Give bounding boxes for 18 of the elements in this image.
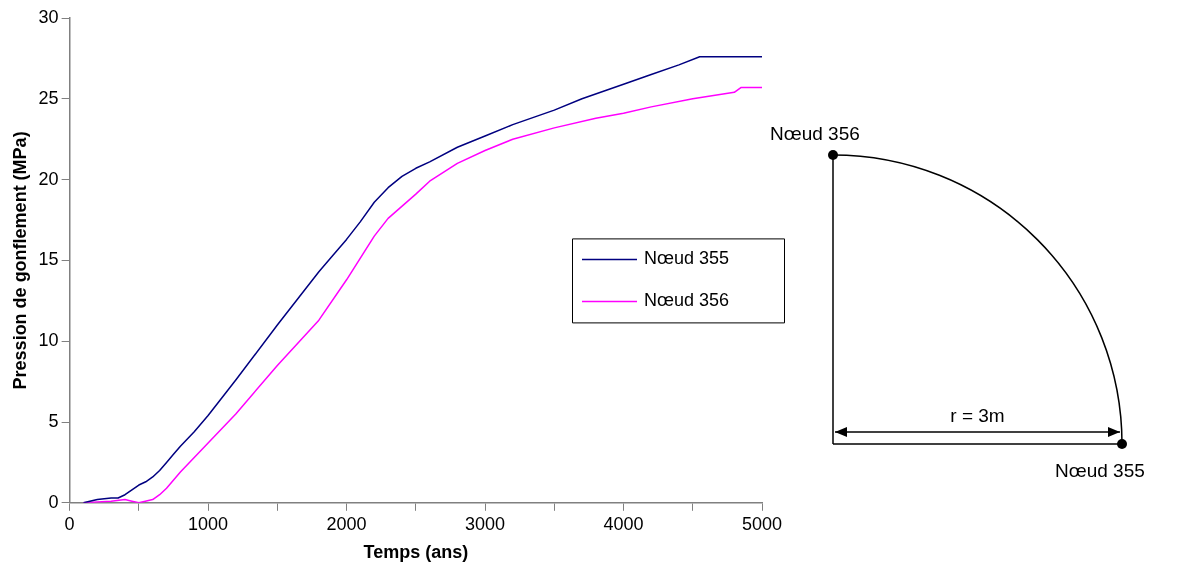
legend-label: Nœud 356 [644,290,730,311]
y-axis-title: Pression de gonflement (MPa) [9,131,30,390]
y-tick-label: 20 [38,168,59,189]
y-tick-label: 0 [48,491,59,512]
x-tick-label: 3000 [465,513,506,534]
x-tick-label: 0 [64,513,75,534]
y-tick-label: 5 [48,410,59,431]
y-tick-label: 30 [38,6,59,27]
legend-label: Nœud 355 [644,248,730,269]
y-tick-label: 10 [38,330,59,351]
x-tick-label: 4000 [603,513,644,534]
x-axis-title: Temps (ans) [363,542,469,563]
y-tick-label: 25 [38,87,59,108]
y-tick-label: 15 [38,249,59,270]
x-tick-label: 5000 [741,513,783,534]
x-tick-label: 1000 [188,513,229,534]
x-tick-label: 2000 [326,513,367,534]
quarter-circle-diagram: Nœud 356 Nœud 355 r = 3m [760,100,1190,500]
